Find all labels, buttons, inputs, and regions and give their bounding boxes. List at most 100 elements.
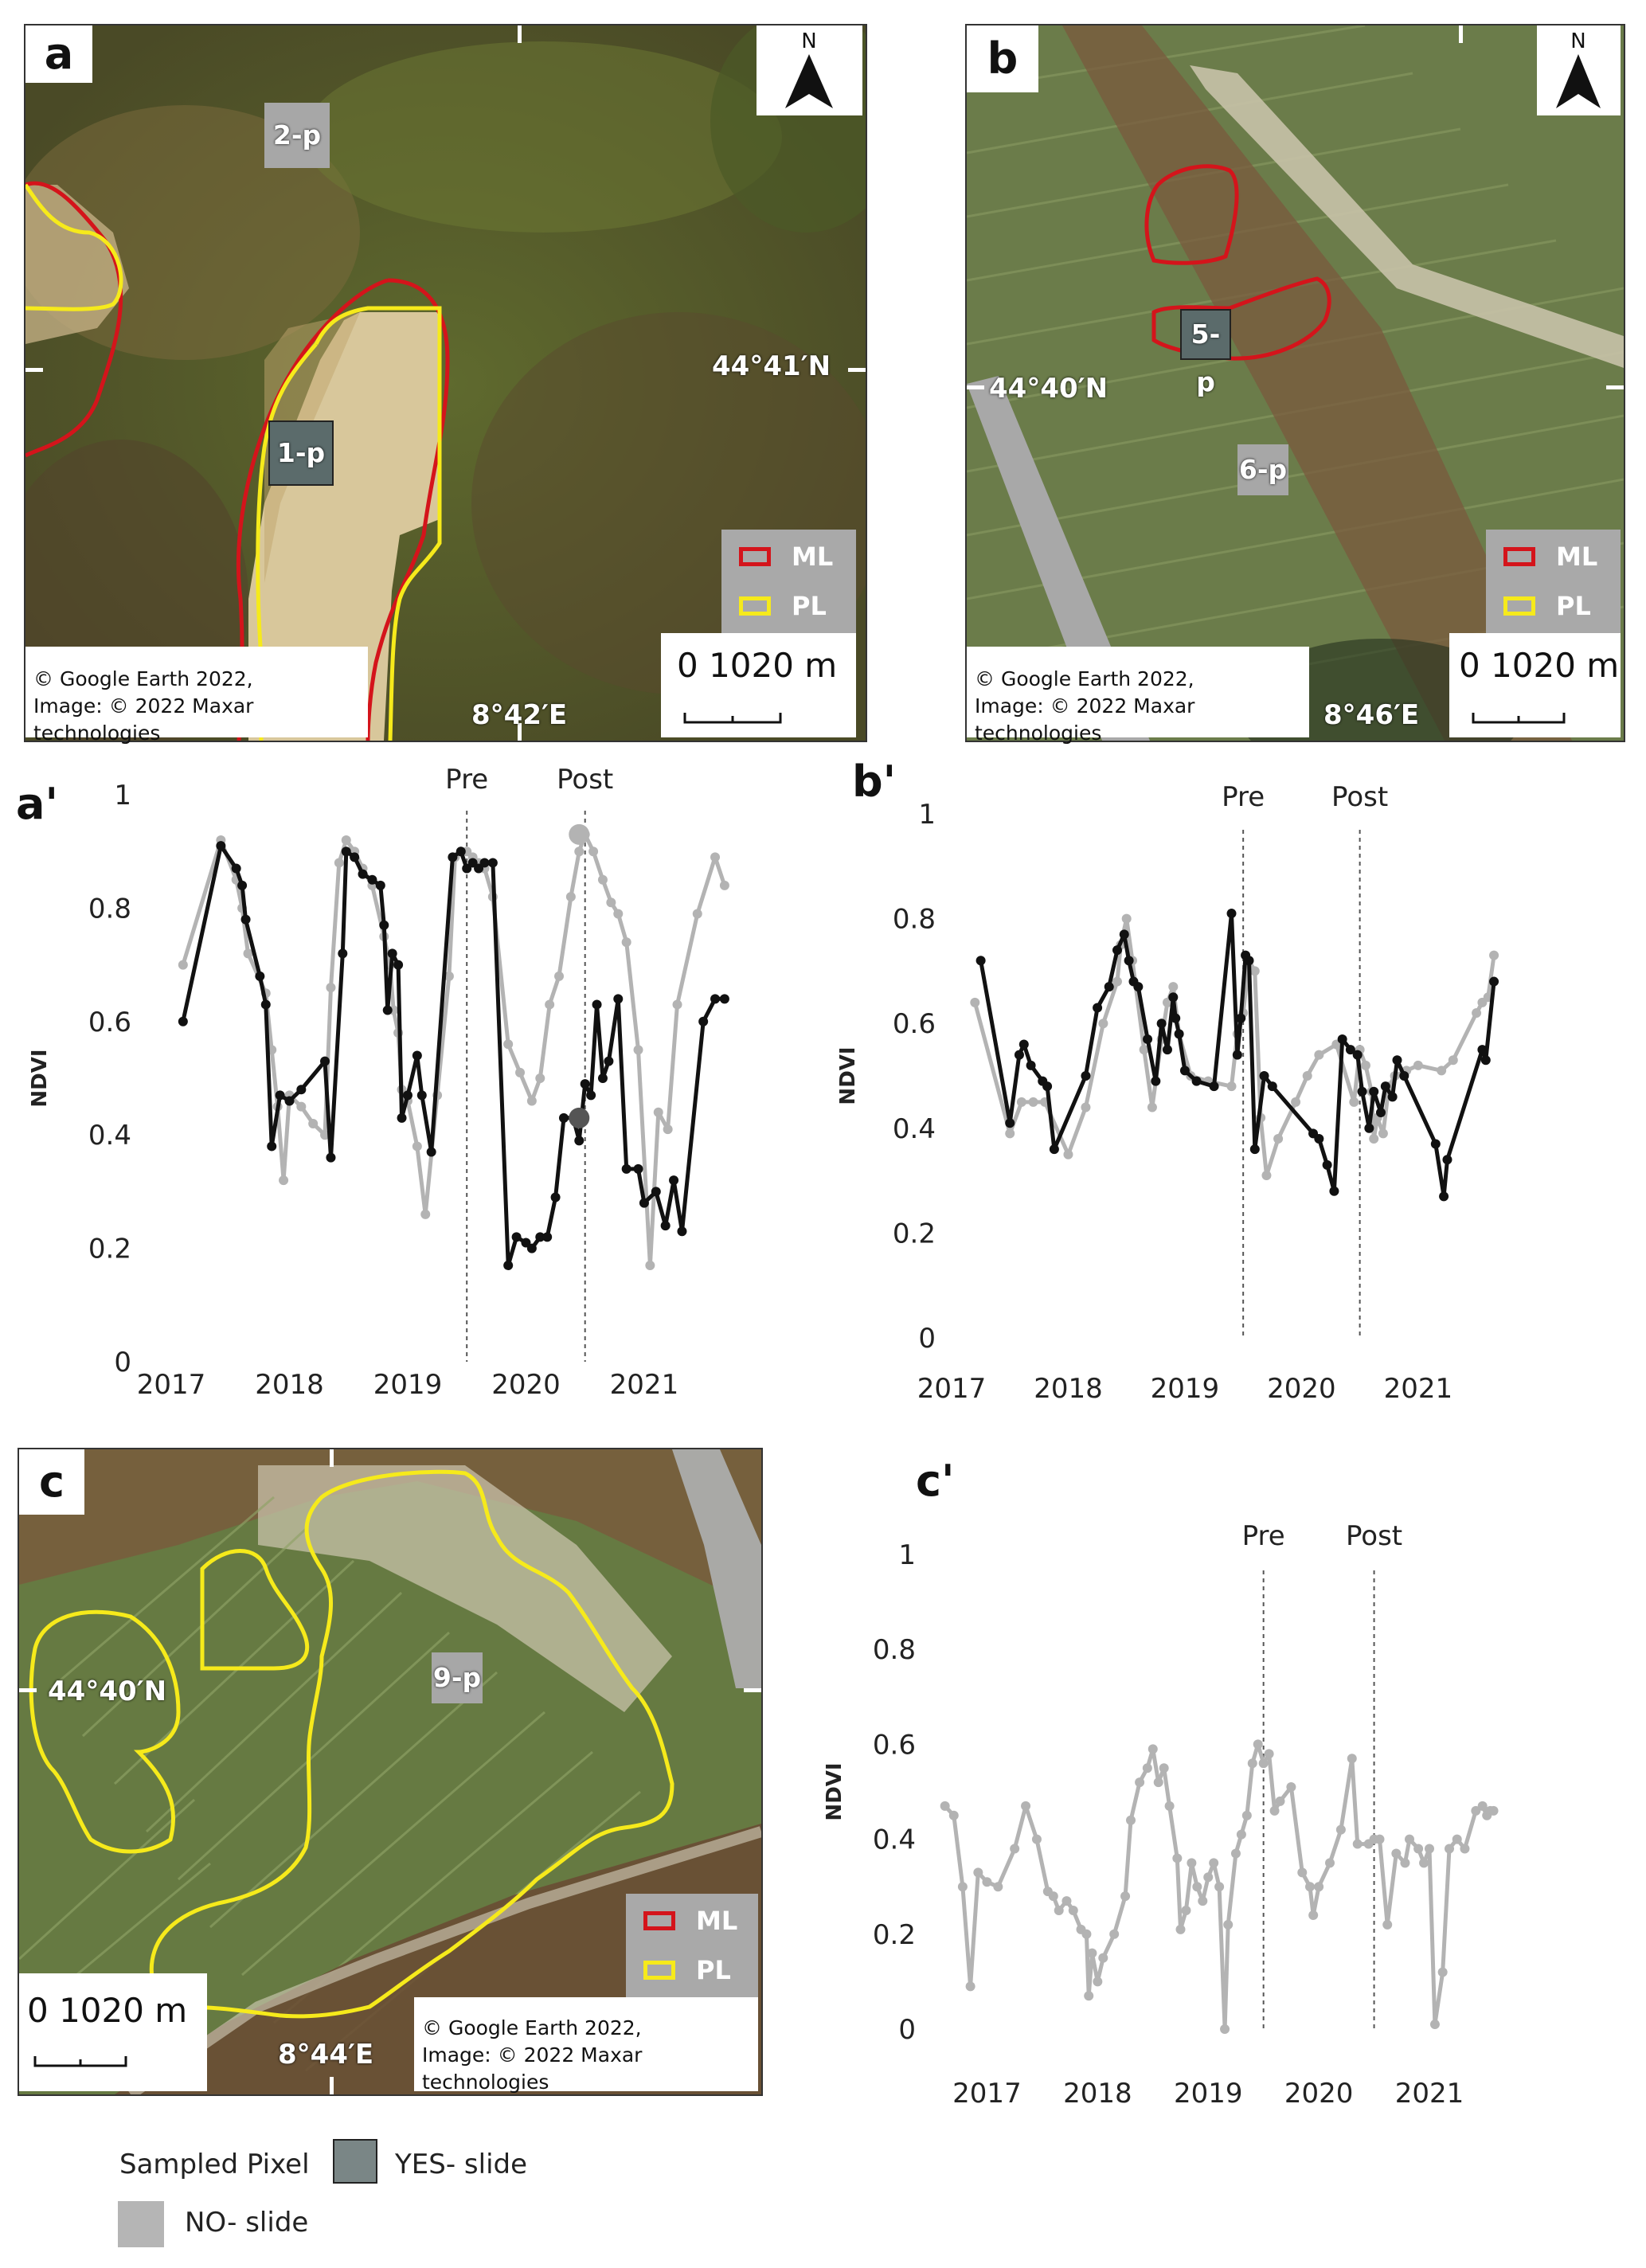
data-point-yes xyxy=(393,960,404,970)
data-point-yes xyxy=(487,858,498,868)
data-point-yes xyxy=(660,1221,671,1231)
longitude-label-b: 8°46′E xyxy=(1323,699,1420,731)
data-point-no xyxy=(1429,2020,1440,2030)
data-point-yes xyxy=(621,1163,631,1174)
legend-pl-label: PL xyxy=(792,591,827,621)
data-point-yes xyxy=(275,1090,285,1101)
data-point-no xyxy=(970,997,980,1007)
x-tick-label: 2019 xyxy=(373,1369,443,1401)
key-no-swatch xyxy=(118,2201,164,2247)
y-tick-label: 0.2 xyxy=(893,1218,936,1249)
panel-label-b: b xyxy=(967,25,1038,92)
data-point-yes xyxy=(426,1147,436,1157)
data-point-no xyxy=(1425,1844,1434,1854)
y-tick-label: 0.8 xyxy=(88,893,131,925)
x-tick-label: 2018 xyxy=(1063,2078,1132,2110)
longitude-label-a: 8°42′E xyxy=(471,699,568,731)
data-point-no xyxy=(1264,1749,1274,1759)
data-point-no xyxy=(503,1039,514,1050)
data-point-yes xyxy=(1489,976,1499,987)
x-tick-label: 2021 xyxy=(1384,1373,1453,1405)
legend-ml: ML xyxy=(1503,533,1597,581)
data-point-no xyxy=(1084,1991,1094,2001)
data-point-no xyxy=(606,897,616,908)
data-point-no xyxy=(334,858,344,868)
data-point-yes xyxy=(1179,1066,1190,1076)
data-point-no xyxy=(1139,1045,1149,1055)
data-point-no xyxy=(1063,1149,1073,1159)
data-point-no xyxy=(1445,1844,1454,1854)
attribution-line2: Image: © 2022 Maxar technologies xyxy=(422,2043,643,2094)
data-point-yes xyxy=(574,1136,585,1146)
data-point-yes xyxy=(1104,982,1114,992)
data-point-yes xyxy=(1430,1139,1441,1149)
data-point-no xyxy=(1419,1858,1429,1868)
data-point-yes xyxy=(416,1090,427,1101)
data-point-no xyxy=(1360,1060,1370,1070)
data-point-yes xyxy=(1093,1003,1103,1013)
data-point-no xyxy=(1081,1929,1092,1939)
frame-tick-right xyxy=(1606,385,1624,389)
data-point-no xyxy=(1378,1128,1388,1139)
data-point-yes xyxy=(1174,1029,1184,1039)
x-tick-label: 2017 xyxy=(137,1369,206,1401)
data-point-no xyxy=(597,874,608,885)
attribution-line2: Image: © 2022 Maxar technologies xyxy=(33,694,254,745)
y-tick-label: 0.4 xyxy=(893,1113,936,1145)
north-label: N xyxy=(1570,29,1585,53)
data-point-no xyxy=(1098,1953,1108,1963)
data-point-yes xyxy=(1244,956,1254,966)
data-point-no xyxy=(940,1801,950,1811)
data-point-yes xyxy=(296,1085,307,1095)
data-point-yes xyxy=(1329,1186,1339,1196)
data-point-yes xyxy=(1352,1050,1363,1060)
data-point-no xyxy=(1382,1919,1393,1930)
data-point-yes xyxy=(1151,1076,1161,1086)
data-point-no xyxy=(1437,1066,1447,1076)
key-yes-swatch xyxy=(333,2139,377,2184)
legend-ml-label: ML xyxy=(696,1906,738,1936)
ml-swatch xyxy=(739,547,771,566)
data-point-yes xyxy=(535,1232,545,1242)
data-point-yes xyxy=(1375,1108,1386,1118)
map-legend-a: ML PL xyxy=(721,530,856,633)
scale-text-c: 0 1020 m xyxy=(27,1991,188,2030)
y-tick-label: 0.2 xyxy=(873,1919,916,1951)
frame-tick-bottom xyxy=(518,723,522,741)
data-point-yes xyxy=(511,1232,522,1242)
data-point-yes xyxy=(1162,1045,1172,1055)
data-point-no xyxy=(1230,1848,1241,1859)
data-point-yes xyxy=(474,863,484,874)
scale-ruler-icon xyxy=(33,2056,127,2067)
data-point-yes xyxy=(1345,1045,1355,1055)
legend-pl: PL xyxy=(1503,582,1591,630)
frame-tick-right xyxy=(744,1688,761,1692)
data-point-yes xyxy=(341,847,351,857)
legend-ml-label: ML xyxy=(1556,542,1598,572)
data-point-no xyxy=(1068,1906,1078,1915)
data-point-yes xyxy=(350,852,360,862)
data-point-no xyxy=(1081,1102,1091,1112)
ml-swatch xyxy=(1503,547,1535,566)
data-point-yes xyxy=(639,1198,649,1208)
data-point-yes xyxy=(592,999,602,1010)
data-point-yes xyxy=(1480,1055,1491,1066)
data-point-no xyxy=(1275,1796,1285,1806)
data-point-no xyxy=(1153,1777,1163,1788)
map-legend-c: ML PL xyxy=(626,1894,758,1997)
panel-label-a: a xyxy=(25,25,92,83)
data-point-no xyxy=(1054,1906,1064,1915)
data-point-no xyxy=(1159,1763,1169,1773)
legend-pl: PL xyxy=(739,582,827,630)
latitude-label-c: 44°40′N xyxy=(48,1676,167,1707)
data-point-yes xyxy=(1236,1013,1246,1023)
data-point-no xyxy=(1273,1133,1284,1144)
data-point-yes xyxy=(1168,992,1179,1003)
data-point-yes xyxy=(1026,1060,1036,1070)
attribution-line1: © Google Earth 2022, xyxy=(975,667,1194,690)
data-point-no xyxy=(1120,1891,1131,1902)
x-tick-label: 2018 xyxy=(255,1369,324,1401)
data-point-no xyxy=(653,1107,663,1117)
data-point-no xyxy=(535,1073,545,1083)
data-point-yes xyxy=(382,1005,393,1015)
